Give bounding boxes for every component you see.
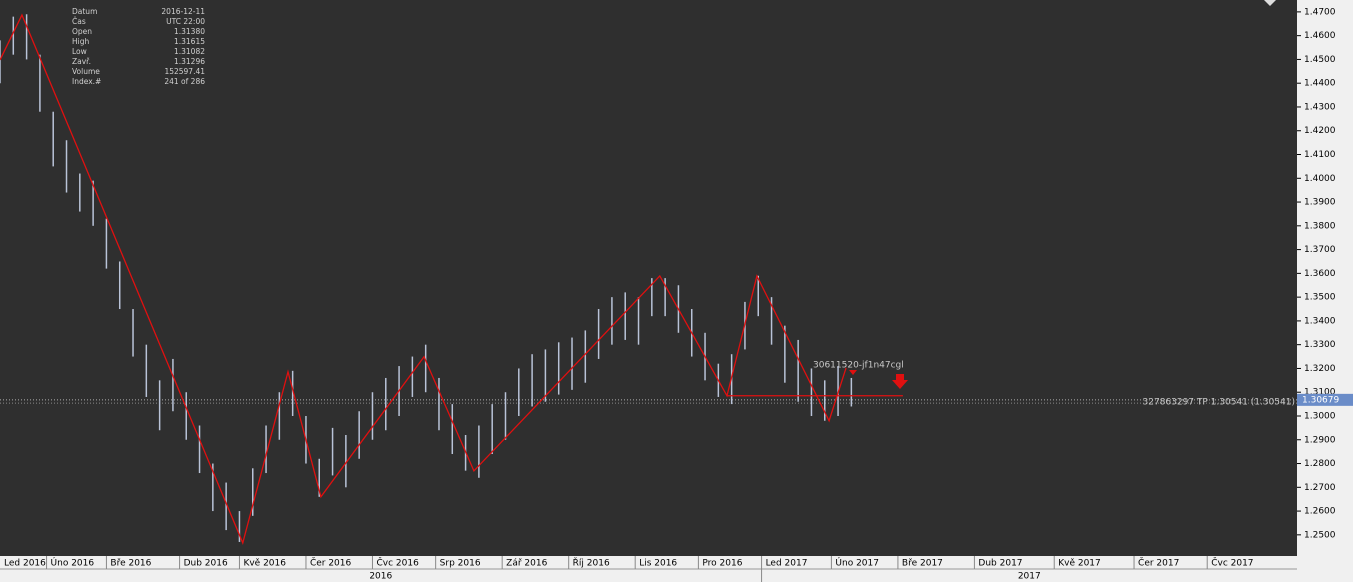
y-tick-label: 1.3100 <box>1304 388 1336 398</box>
order-marker <box>849 370 857 375</box>
info-label: Čas <box>72 17 86 26</box>
x-tick-label: Bře 2017 <box>902 559 943 569</box>
x-tick-label: Led 2016 <box>4 559 46 569</box>
y-tick-label: 1.4500 <box>1304 55 1336 65</box>
info-value: UTC 22:00 <box>166 17 205 26</box>
y-tick-label: 1.4600 <box>1304 31 1336 41</box>
price-axis-bg <box>1297 0 1353 582</box>
y-tick-label: 1.3400 <box>1304 316 1336 326</box>
x-tick-label: Čer 2016 <box>310 557 352 569</box>
info-label: High <box>72 37 89 46</box>
y-tick-label: 1.3200 <box>1304 364 1336 374</box>
info-label: Volume <box>72 67 100 76</box>
x-tick-label: Kvě 2017 <box>1058 559 1101 569</box>
x-tick-label: Čvc 2017 <box>1211 557 1253 569</box>
info-value: 1.31082 <box>174 47 205 56</box>
x-tick-label: Zář 2016 <box>506 559 547 569</box>
y-tick-label: 1.4400 <box>1304 79 1336 89</box>
y-tick-label: 1.3600 <box>1304 269 1336 279</box>
y-tick-label: 1.3500 <box>1304 293 1336 303</box>
info-value: 1.31380 <box>174 27 205 36</box>
zigzag-line <box>0 13 847 545</box>
y-tick-label: 1.3800 <box>1304 221 1336 231</box>
x-tick-label: Říj 2016 <box>573 558 610 569</box>
price-tag <box>1297 393 1353 406</box>
info-value: 2016-12-11 <box>161 7 205 16</box>
y-tick-label: 1.2700 <box>1304 483 1336 493</box>
sell-arrow <box>892 374 908 389</box>
x-tick-label: Srp 2016 <box>440 559 481 569</box>
info-label: Open <box>72 27 92 36</box>
x-tick-label: Čer 2017 <box>1138 557 1179 569</box>
info-value: 1.31296 <box>174 57 205 66</box>
year-label: 2017 <box>1018 572 1041 582</box>
y-tick-label: 1.2800 <box>1304 459 1336 469</box>
y-tick-label: 1.4000 <box>1304 174 1336 184</box>
y-tick-label: 1.3000 <box>1304 411 1336 421</box>
x-tick-label: Dub 2017 <box>978 559 1022 569</box>
menu-arrow[interactable] <box>1264 0 1276 6</box>
y-tick-label: 1.4300 <box>1304 102 1336 112</box>
x-tick-label: Lis 2016 <box>639 559 677 569</box>
x-tick-label: Bře 2016 <box>110 559 151 569</box>
order-tag: 30611520-jf1n47cgl <box>813 361 904 371</box>
y-tick-label: 1.2500 <box>1304 530 1336 540</box>
x-tick-label: Pro 2016 <box>702 559 742 569</box>
info-label: Zavř. <box>72 57 91 66</box>
y-tick-label: 1.4100 <box>1304 150 1336 160</box>
order-label: 327863297 TP 1.30541 (1.30541) <box>1143 398 1296 408</box>
y-tick-label: 1.4700 <box>1304 7 1336 17</box>
info-value: 1.31615 <box>174 37 205 46</box>
y-tick-label: 1.2600 <box>1304 507 1336 517</box>
info-label: Index.# <box>72 77 101 86</box>
y-tick-label: 1.3700 <box>1304 245 1336 255</box>
x-tick-label: Úno 2016 <box>51 557 95 569</box>
x-tick-label: Čvc 2016 <box>376 557 419 569</box>
x-tick-label: Kvě 2016 <box>243 559 286 569</box>
price-tag-label: 1.30679 <box>1302 395 1339 405</box>
x-tick-label: Led 2017 <box>766 559 808 569</box>
y-tick-label: 1.4200 <box>1304 126 1336 136</box>
y-tick-label: 1.3300 <box>1304 340 1336 350</box>
info-value: 241 of 286 <box>164 77 205 86</box>
y-tick-label: 1.3900 <box>1304 198 1336 208</box>
info-label: Low <box>72 47 87 56</box>
y-tick-label: 1.2900 <box>1304 435 1336 445</box>
year-label: 2016 <box>369 572 392 582</box>
x-tick-label: Dub 2016 <box>184 559 228 569</box>
info-label: Datum <box>72 7 97 16</box>
x-tick-label: Úno 2017 <box>835 557 879 569</box>
info-value: 152597.41 <box>164 67 205 76</box>
